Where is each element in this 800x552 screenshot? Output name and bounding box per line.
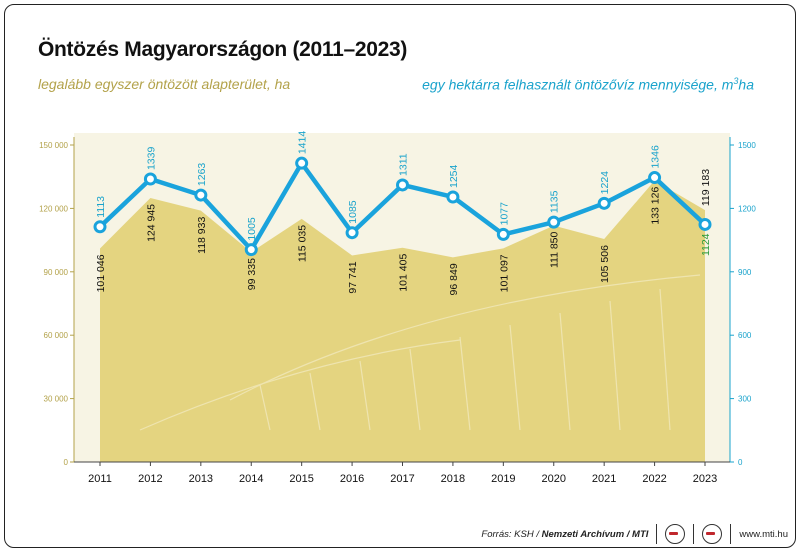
area-data-label: 101 405 [398, 254, 410, 292]
left-series-subtitle: legalább egyszer öntözött alapterület, h… [38, 76, 291, 92]
mti-logo-icon [702, 524, 723, 544]
line-data-point [547, 215, 561, 229]
source-prefix: Forrás: KSH / [481, 528, 539, 540]
source-text: Forrás: KSH / Nemzeti Archívum / MTI [481, 529, 648, 540]
right-axis-tick-label: 1200 [738, 204, 756, 213]
x-axis-tick-label: 2018 [441, 473, 465, 485]
right-subtitle-sup: 3 [733, 76, 739, 86]
line-data-point [648, 171, 662, 185]
line-data-point [93, 220, 107, 234]
area-data-label: 96 849 [448, 263, 460, 295]
x-axis-tick-label: 2016 [340, 473, 364, 485]
area-data-label: 105 506 [599, 245, 611, 283]
left-axis-tick-label: 30 000 [44, 395, 69, 404]
line-data-label: 1113 [95, 196, 107, 218]
area-data-label: 118 933 [196, 217, 208, 254]
area-data-label: 111 850 [549, 231, 561, 268]
irrigation-tower [309, 372, 321, 431]
footer-divider [730, 524, 732, 544]
line-data-label: 1135 [549, 190, 561, 213]
footer: Forrás: KSH / Nemzeti Archívum / MTI www… [481, 524, 788, 544]
area-data-label: 119 183 [700, 169, 712, 206]
left-axis-tick-label: 120 000 [39, 204, 68, 213]
x-axis-tick-label: 2012 [138, 473, 162, 485]
area-data-label: 101 046 [95, 254, 107, 292]
irrigation-arm [139, 339, 461, 431]
right-subtitle-end: ha [738, 76, 754, 93]
irrigation-tower [459, 336, 471, 431]
right-axis-tick-label: 0 [738, 458, 743, 467]
right-axis-tick-label: 600 [738, 331, 752, 340]
area-data-label: 97 741 [347, 261, 359, 293]
source-bold: Nemzeti Archívum / MTI [541, 528, 649, 540]
line-data-point [698, 217, 712, 231]
left-axis-tick-label: 150 000 [39, 141, 68, 150]
area-data-label: 99 335 [246, 258, 258, 290]
footer-divider [656, 524, 658, 544]
irrigation-arm [229, 274, 701, 401]
line-data-label: 1339 [145, 147, 157, 171]
x-axis-tick-label: 2019 [491, 473, 515, 485]
right-axis-tick-label: 1500 [738, 141, 756, 150]
area-series-fill [100, 180, 705, 462]
area-data-label: 115 035 [297, 225, 309, 262]
line-data-label: 1346 [650, 145, 662, 169]
mti-logo-icon [665, 524, 686, 544]
area-data-label: 133 126 [650, 187, 662, 225]
x-axis-tick-label: 2014 [239, 473, 263, 485]
left-axis-tick-label: 0 [64, 458, 69, 467]
right-series-subtitle: egy hektárra felhasznált öntözővíz menny… [422, 76, 754, 93]
line-data-point [194, 188, 208, 202]
line-data-point [345, 226, 359, 240]
x-axis-tick-label: 2023 [693, 473, 717, 485]
line-data-point [295, 156, 309, 170]
line-data-point [446, 190, 460, 204]
right-axis-tick-label: 900 [738, 268, 752, 277]
line-data-label: 1254 [448, 164, 460, 188]
line-data-label: 1077 [498, 202, 510, 226]
line-data-label: 1124 [700, 233, 712, 256]
chart-title: Öntözés Magyarországon (2011–2023) [38, 38, 408, 61]
x-axis-tick-label: 2022 [642, 473, 666, 485]
left-axis-tick-label: 90 000 [44, 268, 69, 277]
line-data-label: 1085 [347, 200, 359, 224]
x-axis-tick-label: 2017 [390, 473, 414, 485]
irrigation-tower [609, 300, 621, 431]
line-data-point [396, 178, 409, 192]
irrigation-tower [259, 384, 271, 431]
footer-divider [693, 524, 695, 544]
irrigation-background-art [139, 274, 701, 431]
area-data-label: 124 945 [145, 204, 157, 242]
x-axis-tick-label: 2020 [542, 473, 566, 485]
area-data-label: 101 097 [498, 254, 510, 292]
line-data-label: 1311 [398, 153, 410, 176]
line-data-label: 1263 [196, 163, 208, 187]
x-axis-tick-label: 2013 [189, 473, 213, 485]
x-axis-tick-label: 2021 [592, 473, 616, 485]
x-axis-tick-label: 2011 [88, 473, 112, 485]
website-link[interactable]: www.mti.hu [739, 528, 788, 540]
line-data-label: 1414 [297, 131, 309, 155]
line-data-point [496, 227, 510, 241]
line-data-point [597, 196, 611, 210]
right-axis-tick-label: 300 [738, 395, 752, 404]
irrigation-tower [509, 324, 521, 431]
irrigation-tower [659, 288, 671, 431]
right-subtitle-main: egy hektárra felhasznált öntözővíz menny… [422, 76, 734, 93]
irrigation-tower [409, 348, 421, 431]
line-data-label: 1005 [246, 217, 258, 241]
line-data-point [244, 243, 258, 257]
line-data-label: 1224 [599, 171, 611, 195]
irrigation-tower [559, 312, 571, 431]
line-data-point [143, 172, 157, 186]
irrigation-tower [359, 360, 371, 431]
x-axis-tick-label: 2015 [289, 473, 313, 485]
left-axis-tick-label: 60 000 [44, 331, 69, 340]
